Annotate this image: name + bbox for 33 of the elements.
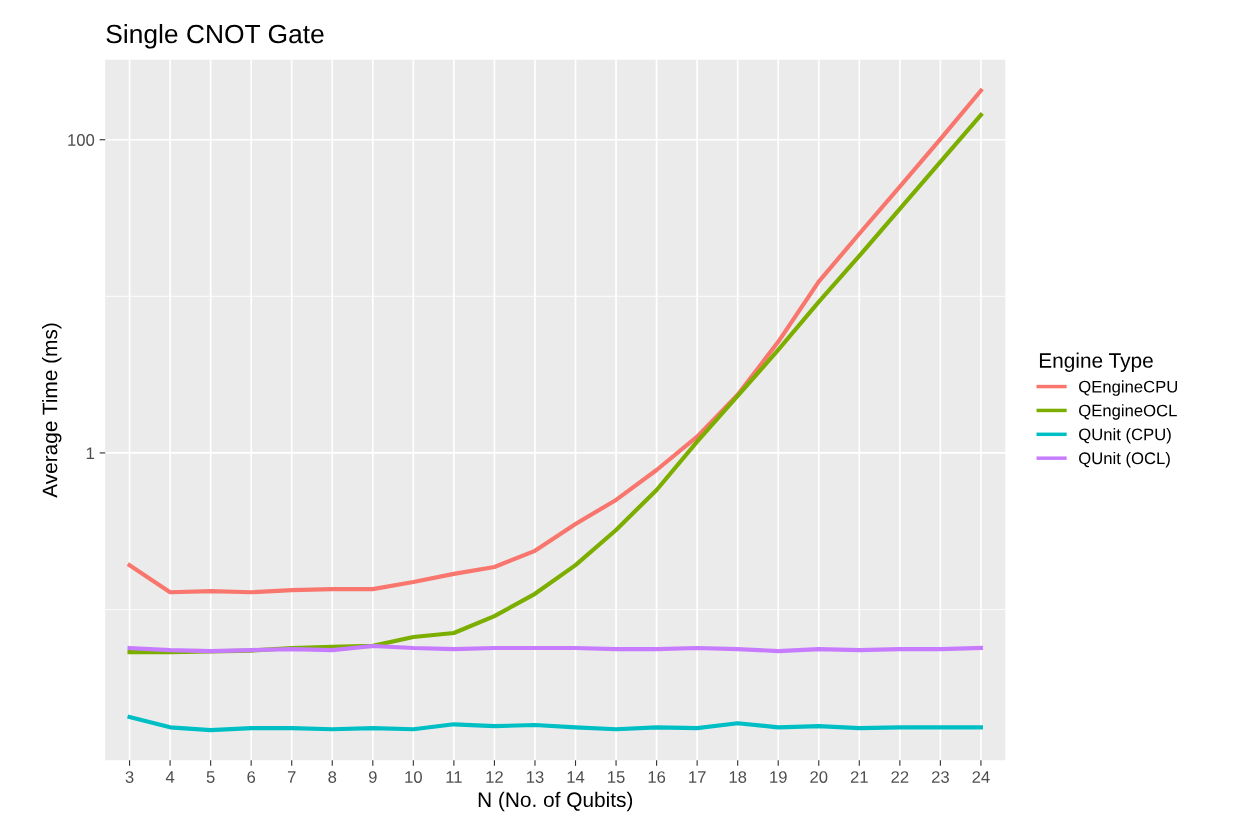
x-tick-label: 21 [850,771,868,783]
x-tick-label: 7 [287,771,296,783]
x-tick-label: 9 [368,771,377,783]
x-tick-label: 17 [689,771,706,783]
x-tick-label: 8 [328,771,337,783]
x-tick-label: 15 [608,771,625,783]
x-tick-label: 11 [446,771,462,783]
x-tick-label: 20 [810,771,828,783]
legend-title: Engine Type [1039,352,1153,372]
x-axis-title: N (No. of Qubits) [478,791,633,812]
y-axis-title: Average Time (ms) [42,323,62,498]
x-tick-label: 16 [648,771,666,783]
chart-title: Single CNOT Gate [106,23,324,49]
x-tick-label: 24 [972,771,990,783]
y-tick-label: 100 [68,134,95,146]
legend-label: QUnit (OCL) [1079,451,1170,468]
legend-label: QEngineOCL [1079,404,1177,420]
x-tick-label: 23 [931,771,949,783]
x-tick-label: 5 [206,771,215,783]
line-series [127,714,984,733]
x-tick-label: 19 [770,771,787,783]
x-tick-label: 10 [405,771,422,783]
x-tick-label: 14 [567,771,585,783]
x-tick-label: 22 [891,771,909,783]
x-tick-label: 13 [526,771,544,783]
legend-label: QUnit (CPU) [1079,428,1171,444]
x-tick-label: 18 [729,771,747,783]
y-tick-label: 1 [86,447,94,459]
x-tick-label: 4 [165,771,175,783]
x-tick-label: 12 [486,771,503,783]
legend-label: QEngineCPU [1079,380,1178,396]
x-tick-label: 6 [247,771,256,783]
x-tick-label: 3 [125,771,134,783]
